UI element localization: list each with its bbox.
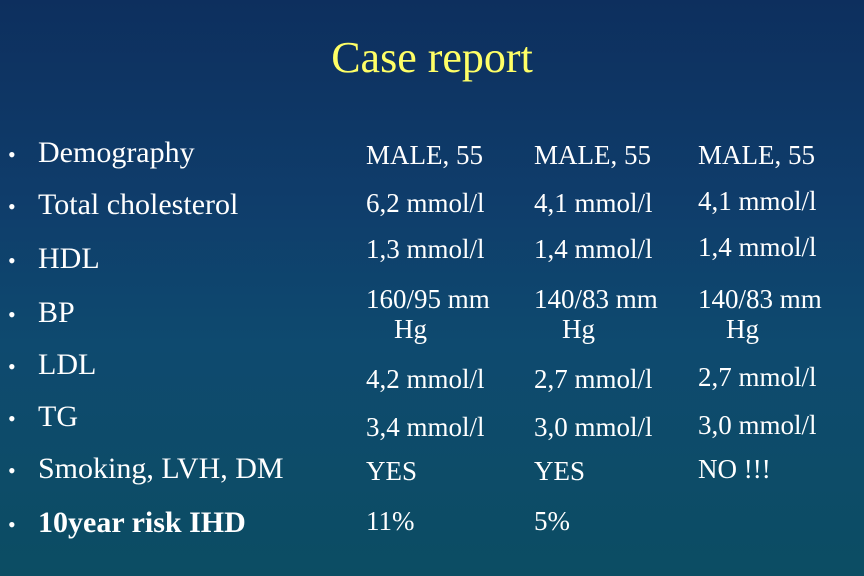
case1-bp: 160/95 mm Hg (366, 284, 490, 344)
case1-total-cholesterol: 6,2 mmol/l (366, 188, 485, 218)
bullet-icon: • (8, 302, 16, 328)
case3-hdl: 1,4 mmol/l (698, 232, 817, 262)
bullet-icon: • (8, 512, 16, 538)
case1-risk: 11% (366, 506, 415, 536)
row-label-total-cholesterol: • Total cholesterol (8, 188, 239, 221)
case3-smoking: NO !!! (698, 454, 771, 484)
case1-ldl: 4,2 mmol/l (366, 364, 485, 394)
case3-tg: 3,0 mmol/l (698, 410, 817, 440)
case2-total-cholesterol: 4,1 mmol/l (534, 188, 653, 218)
case3-bp: 140/83 mm Hg (698, 284, 822, 344)
row-label-demography: • Demography (8, 136, 195, 169)
case2-bp: 140/83 mm Hg (534, 284, 658, 344)
row-label-risk: • 10year risk IHD (8, 506, 246, 539)
bullet-icon: • (8, 142, 16, 168)
case2-hdl: 1,4 mmol/l (534, 234, 653, 264)
case3-total-cholesterol: 4,1 mmol/l (698, 186, 817, 216)
bullet-icon: • (8, 248, 16, 274)
case2-tg: 3,0 mmol/l (534, 412, 653, 442)
case1-tg: 3,4 mmol/l (366, 412, 485, 442)
case1-hdl: 1,3 mmol/l (366, 234, 485, 264)
bullet-icon: • (8, 194, 16, 220)
row-label-hdl: • HDL (8, 242, 100, 275)
case2-smoking: YES (534, 456, 586, 486)
case2-demography: MALE, 55 (534, 140, 651, 170)
bullet-icon: • (8, 406, 16, 432)
case2-ldl: 2,7 mmol/l (534, 364, 653, 394)
case3-ldl: 2,7 mmol/l (698, 362, 817, 392)
slide-title: Case report (331, 33, 533, 82)
case1-demography: MALE, 55 (366, 140, 483, 170)
bullet-icon: • (8, 354, 16, 380)
row-label-smoking: • Smoking, LVH, DM (8, 452, 284, 485)
case3-demography: MALE, 55 (698, 140, 815, 170)
case1-smoking: YES (366, 456, 418, 486)
bullet-icon: • (8, 458, 16, 484)
case2-risk: 5% (534, 506, 570, 536)
row-label-tg: • TG (8, 400, 78, 433)
row-label-ldl: • LDL (8, 348, 97, 381)
row-label-bp: • BP (8, 296, 75, 329)
